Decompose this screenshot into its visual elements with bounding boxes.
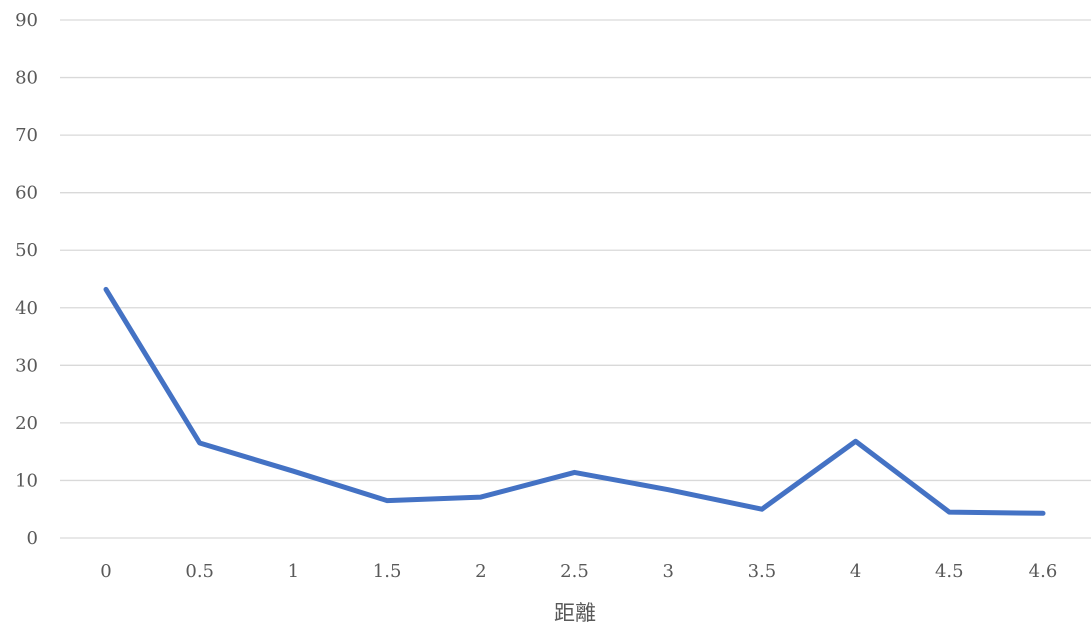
x-tick-label: 4.5 <box>935 561 964 582</box>
y-tick-label: 50 <box>15 240 38 261</box>
x-tick-label: 4.6 <box>1029 561 1058 582</box>
y-tick-label: 30 <box>15 355 38 376</box>
y-tick-label: 70 <box>15 125 38 146</box>
series-line-0 <box>103 286 1046 516</box>
x-tick-label: 1.5 <box>373 561 402 582</box>
gridlines <box>60 19 1091 539</box>
x-tick-label: 2 <box>475 561 486 582</box>
x-tick-label: 2.5 <box>560 561 589 582</box>
x-tick-label: 1 <box>288 561 299 582</box>
x-tick-label: 4 <box>850 561 861 582</box>
y-tick-label: 80 <box>15 68 38 89</box>
y-tick-label: 60 <box>15 183 38 204</box>
x-axis-tick-labels: 0 0.5 1 1.5 2 2.5 3 3.5 4 4.5 4.6 <box>100 561 1057 582</box>
y-tick-label: 20 <box>15 413 38 434</box>
y-tick-label: 10 <box>15 470 38 491</box>
series-layer <box>103 286 1046 516</box>
x-tick-label: 3 <box>662 561 673 582</box>
y-tick-label: 0 <box>27 528 38 549</box>
x-tick-label: 3.5 <box>748 561 777 582</box>
y-tick-label: 40 <box>15 298 38 319</box>
x-tick-label: 0.5 <box>185 561 214 582</box>
y-tick-label: 90 <box>15 10 38 31</box>
y-axis-tick-labels: 0 10 20 30 40 50 60 70 80 90 <box>15 10 38 549</box>
x-tick-label: 0 <box>100 561 111 582</box>
x-axis-title: 距離 <box>554 601 596 625</box>
